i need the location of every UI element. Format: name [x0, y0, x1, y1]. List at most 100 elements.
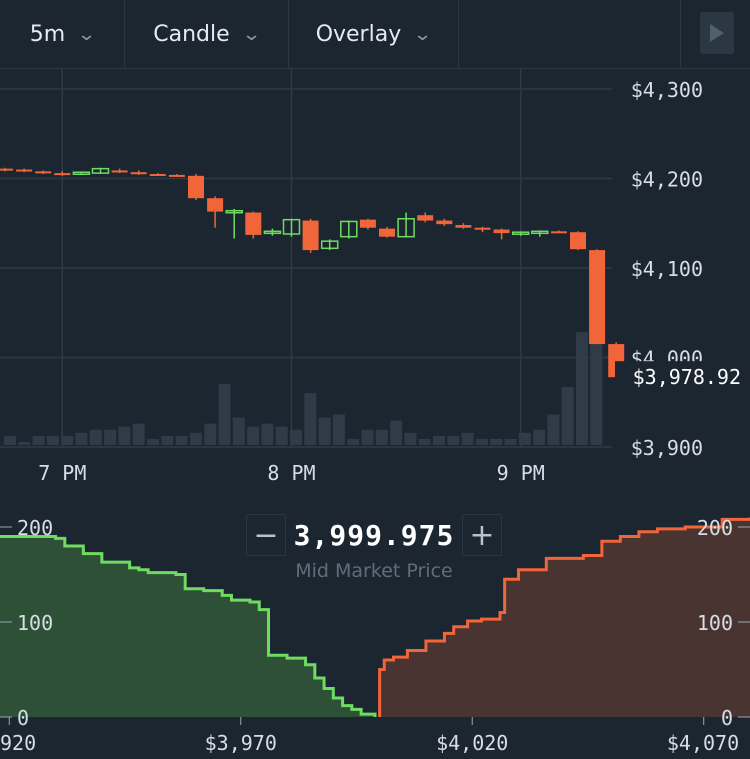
zoom-in-button[interactable]: +: [462, 514, 502, 556]
toolbar-divider: [680, 0, 681, 68]
volume-bar: [518, 432, 531, 445]
candle-body: [340, 220, 358, 238]
volume-bar: [204, 423, 217, 445]
chart-toolbar: 5m ⌄ Candle ⌄ Overlay ⌄: [0, 0, 750, 69]
volume-bars: [4, 329, 603, 445]
candle-body: [282, 218, 301, 235]
volume-bar: [475, 438, 488, 445]
volume-bar: [461, 432, 474, 445]
price-chart: $4,300$4,200$4,100$4,000$3,900$3,978.92 …: [0, 69, 750, 485]
volume-bar: [75, 432, 88, 445]
interval-select[interactable]: 5m ⌄: [0, 0, 125, 68]
price-tick-label: $4,200: [631, 168, 703, 192]
volume-bar: [490, 438, 503, 445]
depth-price-axis: 920 $3,970 $4,020 $4,070: [0, 717, 739, 755]
volume-bar: [447, 435, 460, 445]
candle-body: [417, 215, 434, 221]
candle-body: [168, 174, 185, 177]
volume-bar: [275, 426, 288, 445]
volume-bar: [147, 438, 159, 445]
candle-body: [550, 231, 567, 234]
price-tick-label: $4,300: [631, 78, 703, 102]
volume-bar: [576, 332, 588, 445]
volume-bar: [261, 423, 274, 445]
mid-price-value: 3,999.975: [293, 518, 455, 552]
depth-axis: 200 200 100 100 0 0: [0, 516, 750, 730]
time-tick-label: 7 PM: [38, 461, 86, 485]
candle-body: [436, 220, 453, 225]
interval-label: 5m: [29, 21, 66, 47]
volume-bar: [161, 435, 174, 445]
chevron-down-icon: ⌄: [241, 23, 262, 45]
candle-body: [511, 231, 530, 235]
candles: [0, 167, 625, 378]
candle-body: [130, 172, 147, 175]
volume-bar: [4, 435, 16, 445]
volume-bar: [89, 429, 102, 445]
volume-bar: [247, 426, 260, 445]
depth-x-tick-label: $4,070: [667, 731, 739, 755]
volume-bar: [375, 429, 388, 445]
time-axis: 7 PM 8 PM 9 PM: [38, 461, 545, 485]
candle-body: [455, 225, 472, 228]
volume-bar: [332, 414, 345, 445]
volume-bar: [46, 435, 59, 445]
volume-bar: [175, 435, 188, 445]
volume-bar: [32, 435, 45, 445]
candle-body: [379, 228, 395, 237]
chart-type-select[interactable]: Candle ⌄: [124, 0, 289, 68]
chevron-down-icon: ⌄: [412, 23, 433, 45]
volume-bar: [590, 329, 603, 445]
price-axis: $4,300$4,200$4,100$4,000$3,900$3,978.92: [615, 78, 750, 460]
ask-line: [378, 517, 750, 717]
volume-bar: [390, 420, 403, 445]
time-tick-label: 8 PM: [267, 461, 315, 485]
candle-body: [54, 173, 71, 176]
depth-right-tick-label: 200: [697, 516, 733, 540]
overlay-select[interactable]: Overlay ⌄: [288, 0, 459, 68]
volume-bar: [290, 429, 302, 445]
candle-body: [91, 167, 110, 174]
minus-icon: −: [253, 517, 279, 553]
candle-body: [207, 198, 224, 212]
volume-bar: [104, 429, 117, 445]
volume-bar: [361, 429, 374, 445]
chevron-down-icon: ⌄: [76, 23, 97, 45]
candle-body: [589, 250, 606, 345]
play-icon: [710, 24, 724, 42]
candle-body: [0, 168, 13, 171]
ask-area: [379, 517, 750, 717]
zoom-out-button[interactable]: −: [246, 514, 286, 556]
play-button[interactable]: [700, 12, 734, 54]
depth-x-tick-label: $3,970: [205, 731, 277, 755]
volume-bar: [18, 441, 31, 445]
candle-body: [245, 212, 262, 235]
current-price-label: $3,978.92: [633, 365, 741, 389]
candle-body: [531, 230, 549, 235]
candle-body: [35, 171, 52, 174]
mid-price-control: − 3,999.975 +: [246, 513, 502, 557]
candle-body: [111, 170, 128, 173]
candle-body: [320, 240, 339, 250]
volume-bar: [318, 417, 331, 445]
current-price-bg: [615, 361, 750, 394]
depth-areas: [0, 517, 750, 717]
price-tick-label: $3,900: [631, 436, 703, 460]
volume-bar: [118, 426, 131, 445]
candle-body: [16, 169, 33, 172]
volume-bar: [218, 384, 231, 445]
candle-body: [302, 220, 319, 251]
mid-price-label: Mid Market Price: [295, 560, 453, 582]
volume-bar: [433, 435, 445, 445]
plus-icon: +: [469, 517, 495, 553]
time-tick-label: 9 PM: [497, 461, 545, 485]
chart-type-label: Candle: [153, 21, 230, 47]
depth-x-tick-label: $4,020: [436, 731, 508, 755]
candle-body: [72, 171, 91, 175]
depth-right-tick-label: 0: [721, 706, 733, 730]
volume-bar: [232, 417, 245, 445]
volume-bar: [189, 432, 202, 445]
volume-bar: [504, 438, 517, 445]
price-grid: [0, 69, 612, 448]
candle-body: [493, 229, 510, 234]
